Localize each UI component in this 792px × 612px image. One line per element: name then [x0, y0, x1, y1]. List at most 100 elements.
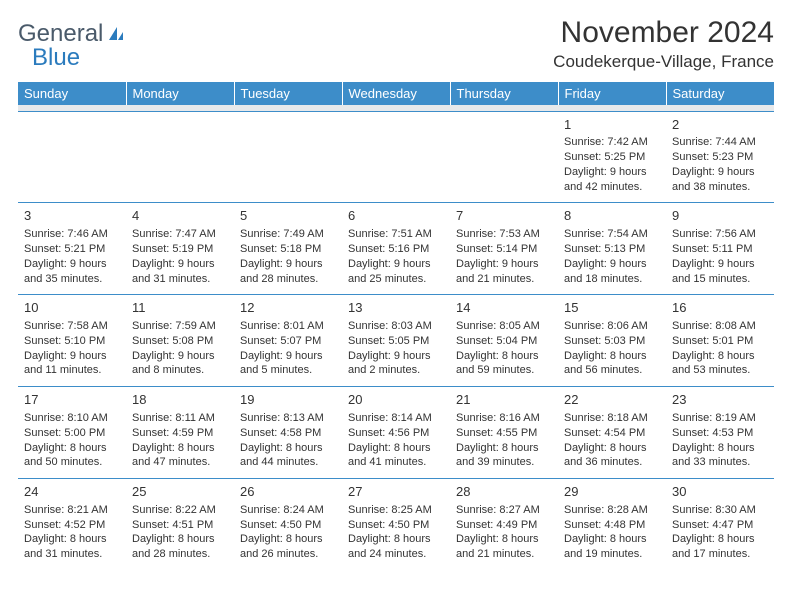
sunset-text: Sunset: 5:00 PM [24, 426, 120, 441]
day-cell: 22Sunrise: 8:18 AMSunset: 4:54 PMDayligh… [558, 387, 666, 479]
sunset-text: Sunset: 4:52 PM [24, 518, 120, 533]
day-cell: 5Sunrise: 7:49 AMSunset: 5:18 PMDaylight… [234, 203, 342, 295]
day-number: 4 [132, 207, 228, 225]
day-number: 24 [24, 483, 120, 501]
day-number: 15 [564, 299, 660, 317]
title-block: November 2024 Coudekerque-Village, Franc… [553, 16, 774, 72]
day-number: 30 [672, 483, 768, 501]
col-friday: Friday [558, 82, 666, 105]
sail-icon [107, 25, 125, 43]
day-cell: 11Sunrise: 7:59 AMSunset: 5:08 PMDayligh… [126, 295, 234, 387]
sunrise-text: Sunrise: 7:44 AM [672, 135, 768, 150]
col-tuesday: Tuesday [234, 82, 342, 105]
daylight-text: Daylight: 8 hours and 31 minutes. [24, 532, 120, 562]
daylight-text: Daylight: 8 hours and 36 minutes. [564, 441, 660, 471]
day-number: 2 [672, 116, 768, 134]
sunset-text: Sunset: 4:48 PM [564, 518, 660, 533]
day-cell: 8Sunrise: 7:54 AMSunset: 5:13 PMDaylight… [558, 203, 666, 295]
day-cell: 19Sunrise: 8:13 AMSunset: 4:58 PMDayligh… [234, 387, 342, 479]
daylight-text: Daylight: 8 hours and 59 minutes. [456, 349, 552, 379]
day-cell [18, 111, 126, 203]
calendar-table: Sunday Monday Tuesday Wednesday Thursday… [18, 82, 774, 570]
day-number: 13 [348, 299, 444, 317]
day-cell: 13 Sunrise: 8:03 AMSunset: 5:05 PMDayligh… [342, 295, 450, 387]
sunrise-text: Sunrise: 7:58 AM [24, 319, 120, 334]
daylight-text: Daylight: 8 hours and 39 minutes. [456, 441, 552, 471]
daylight-text: Daylight: 9 hours and 28 minutes. [240, 257, 336, 287]
day-cell: 18Sunrise: 8:11 AMSunset: 4:59 PMDayligh… [126, 387, 234, 479]
sunset-text: Sunset: 5:03 PM [564, 334, 660, 349]
sunset-text: Sunset: 4:50 PM [348, 518, 444, 533]
day-cell: 15Sunrise: 8:06 AMSunset: 5:03 PMDayligh… [558, 295, 666, 387]
sunset-text: Sunset: 5:05 PM [348, 334, 444, 349]
day-number: 26 [240, 483, 336, 501]
sunset-text: Sunset: 5:21 PM [24, 242, 120, 257]
sunrise-text: Sunrise: 8:24 AM [240, 503, 336, 518]
sunset-text: Sunset: 5:07 PM [240, 334, 336, 349]
day-cell: 4Sunrise: 7:47 AMSunset: 5:19 PMDaylight… [126, 203, 234, 295]
day-number: 25 [132, 483, 228, 501]
day-number: 3 [24, 207, 120, 225]
day-cell: 9Sunrise: 7:56 AMSunset: 5:11 PMDaylight… [666, 203, 774, 295]
day-number: 10 [24, 299, 120, 317]
day-number: 20 [348, 391, 444, 409]
day-number: 18 [132, 391, 228, 409]
sunrise-text: Sunrise: 8:22 AM [132, 503, 228, 518]
day-cell: 25 Sunrise: 8:22 AMSunset: 4:51 PMDayligh… [126, 479, 234, 570]
day-cell: 24Sunrise: 8:21 AMSunset: 4:52 PMDayligh… [18, 479, 126, 570]
sunset-text: Sunset: 4:58 PM [240, 426, 336, 441]
sunset-text: Sunset: 4:53 PM [672, 426, 768, 441]
day-cell: 29Sunrise: 8:28 AMSunset: 4:48 PMDayligh… [558, 479, 666, 570]
sunset-text: Sunset: 5:25 PM [564, 150, 660, 165]
sunrise-text: Sunrise: 8:05 AM [456, 319, 552, 334]
daylight-text: Daylight: 9 hours and 15 minutes. [672, 257, 768, 287]
daylight-text: Daylight: 8 hours and 28 minutes. [132, 532, 228, 562]
daylight-text: Daylight: 8 hours and 50 minutes. [24, 441, 120, 471]
sunset-text: Sunset: 5:04 PM [456, 334, 552, 349]
daylight-text: Daylight: 9 hours and 31 minutes. [132, 257, 228, 287]
day-number: 5 [240, 207, 336, 225]
daylight-text: Daylight: 9 hours and 21 minutes. [456, 257, 552, 287]
week-row: 10 Sunrise: 7:58 AMSunset: 5:10 PM Dayligh… [18, 295, 774, 387]
daylight-text: Daylight: 8 hours and 21 minutes. [456, 532, 552, 562]
sunrise-text: Sunrise: 8:19 AM [672, 411, 768, 426]
sunset-text: Sunset: 4:56 PM [348, 426, 444, 441]
daylight-text: Daylight: 8 hours and 41 minutes. [348, 441, 444, 471]
sunset-text: Sunset: 4:54 PM [564, 426, 660, 441]
day-cell [342, 111, 450, 203]
week-row: 24Sunrise: 8:21 AMSunset: 4:52 PMDayligh… [18, 479, 774, 570]
sunrise-text: Sunrise: 8:06 AM [564, 319, 660, 334]
day-number: 7 [456, 207, 552, 225]
daylight-text: Daylight: 9 hours and 2 minutes. [348, 349, 444, 379]
day-cell: 26Sunrise: 8:24 AMSunset: 4:50 PMDayligh… [234, 479, 342, 570]
day-number: 12 [240, 299, 336, 317]
sunrise-text: Sunrise: 8:28 AM [564, 503, 660, 518]
sunset-text: Sunset: 5:13 PM [564, 242, 660, 257]
day-cell [234, 111, 342, 203]
sunset-text: Sunset: 5:18 PM [240, 242, 336, 257]
sunset-text: Sunset: 4:51 PM [132, 518, 228, 533]
sunrise-text: Sunrise: 8:18 AM [564, 411, 660, 426]
sunset-text: Sunset: 5:01 PM [672, 334, 768, 349]
day-number: 11 [132, 299, 228, 317]
day-number: 17 [24, 391, 120, 409]
day-cell: 14Sunrise: 8:05 AMSunset: 5:04 PMDayligh… [450, 295, 558, 387]
sunrise-text: Sunrise: 8:03 AM [348, 319, 444, 334]
daylight-text: Daylight: 8 hours and 53 minutes. [672, 349, 768, 379]
week-row: 1Sunrise: 7:42 AMSunset: 5:25 PMDaylight… [18, 111, 774, 203]
col-wednesday: Wednesday [342, 82, 450, 105]
sunrise-text: Sunrise: 7:56 AM [672, 227, 768, 242]
day-cell: 7Sunrise: 7:53 AMSunset: 5:14 PMDaylight… [450, 203, 558, 295]
sunrise-text: Sunrise: 8:16 AM [456, 411, 552, 426]
sunset-text: Sunset: 5:16 PM [348, 242, 444, 257]
daylight-text: Daylight: 8 hours and 24 minutes. [348, 532, 444, 562]
sunrise-text: Sunrise: 8:27 AM [456, 503, 552, 518]
sunset-text: Sunset: 4:59 PM [132, 426, 228, 441]
sunset-text: Sunset: 5:19 PM [132, 242, 228, 257]
day-number: 19 [240, 391, 336, 409]
sunrise-text: Sunrise: 7:59 AM [132, 319, 228, 334]
day-number: 23 [672, 391, 768, 409]
daylight-text: Daylight: 8 hours and 44 minutes. [240, 441, 336, 471]
day-cell: 3Sunrise: 7:46 AMSunset: 5:21 PMDaylight… [18, 203, 126, 295]
sunset-text: Sunset: 5:10 PM [24, 334, 120, 349]
